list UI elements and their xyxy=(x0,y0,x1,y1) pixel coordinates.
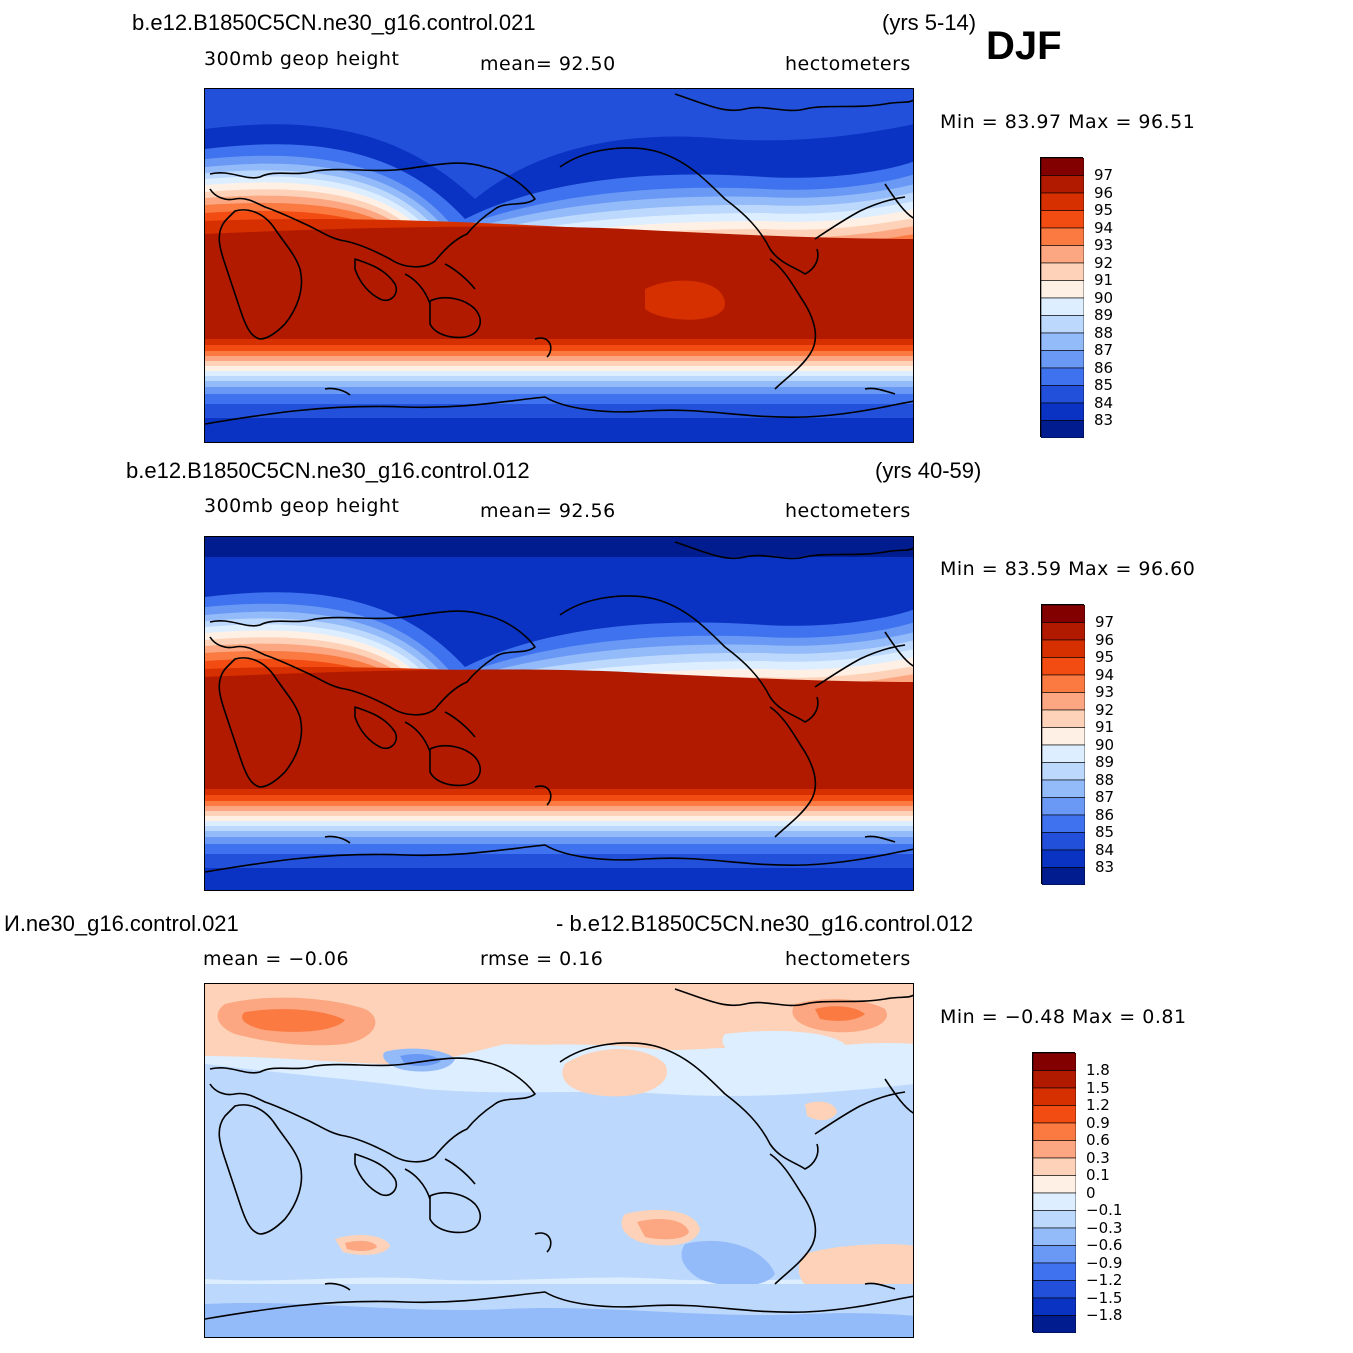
panel2-colorbar-label: 94 xyxy=(1095,665,1115,684)
panel3-colorbar-label: −1.2 xyxy=(1086,1271,1123,1289)
panel3-colorbar-label: 0.9 xyxy=(1086,1113,1110,1132)
panel2-case-name: b.e12.B1850C5CN.ne30_g16.control.012 xyxy=(126,458,530,483)
panel2-colorbar-label: 96 xyxy=(1095,630,1115,649)
panel2-mean: mean= 92.56 xyxy=(480,500,616,522)
panel2-map xyxy=(204,536,914,891)
panel2-colorbar-label: 86 xyxy=(1095,805,1115,824)
panel3-colorbar xyxy=(1032,1052,1076,1333)
panel3-colorbar-swatches xyxy=(1033,1053,1076,1333)
panel2-colorbar-label: 88 xyxy=(1095,770,1115,789)
panel2-colorbar-label: 91 xyxy=(1095,718,1115,736)
panel1-colorbar-label: 85 xyxy=(1094,376,1114,394)
panel1-units: hectometers xyxy=(785,53,911,75)
panel1-colorbar-label: 89 xyxy=(1094,306,1114,324)
panel1-colorbar-label: 87 xyxy=(1094,341,1114,359)
panel3-colorbar-label: 0.3 xyxy=(1086,1148,1110,1167)
panel1-colorbar-label: 90 xyxy=(1094,288,1114,307)
panel3-colorbar-label: −0.3 xyxy=(1086,1218,1123,1237)
panel2-units: hectometers xyxy=(785,500,911,522)
panel3-units: hectometers xyxy=(785,948,911,970)
panel2-colorbar-label: 90 xyxy=(1095,735,1115,754)
panel2-minmax: Min = 83.59 Max = 96.60 xyxy=(940,558,1196,580)
panel2-years: (yrs 40-59) xyxy=(875,458,982,483)
panel2-colorbar-swatches xyxy=(1042,605,1085,885)
panel3-colorbar-label: 1.8 xyxy=(1086,1061,1110,1079)
panel3-colorbar-label: −0.6 xyxy=(1086,1236,1123,1254)
panel1-mean: mean= 92.50 xyxy=(480,53,616,75)
panel2-colorbar-label: 93 xyxy=(1095,683,1115,701)
panel3-case-left: И.ne30_g16.control.021 xyxy=(4,911,239,936)
panel3-colorbar-label: 0.1 xyxy=(1086,1166,1110,1184)
panel1-colorbar-label: 96 xyxy=(1094,183,1114,202)
panel2-colorbar-label: 83 xyxy=(1095,858,1115,876)
panel3-colorbar-label: 1.5 xyxy=(1086,1078,1110,1097)
panel3-map xyxy=(204,983,914,1338)
panel1-colorbar-label: 92 xyxy=(1094,253,1114,272)
panel2-colorbar-label: 87 xyxy=(1095,788,1115,806)
panel1-minmax: Min = 83.97 Max = 96.51 xyxy=(940,111,1196,133)
panel3-colorbar-label: −1.8 xyxy=(1086,1306,1123,1324)
panel1-colorbar-label: 86 xyxy=(1094,358,1114,377)
panel2-colorbar-label: 89 xyxy=(1095,753,1115,771)
panel1-colorbar-swatches xyxy=(1041,158,1084,438)
panel1-colorbar-label: 95 xyxy=(1094,201,1114,219)
panel1-colorbar-label: 93 xyxy=(1094,236,1114,254)
panel1-colorbar xyxy=(1040,157,1084,438)
panel2-colorbar xyxy=(1041,604,1085,885)
panel1-colorbar-label: 88 xyxy=(1094,323,1114,342)
panel1-colorbar-label: 83 xyxy=(1094,411,1114,429)
season-title: DJF xyxy=(986,24,1062,68)
panel3-colorbar-label: −0.1 xyxy=(1086,1201,1123,1219)
panel3-colorbar-label: −1.5 xyxy=(1086,1288,1123,1307)
panel2-variable: 300mb geop height xyxy=(204,495,400,517)
panel2-colorbar-label: 95 xyxy=(1095,648,1115,666)
panel3-colorbar-label: 1.2 xyxy=(1086,1096,1110,1114)
panel2-colorbar-label: 92 xyxy=(1095,700,1115,719)
panel3-colorbar-label: 0 xyxy=(1086,1183,1096,1202)
panel3-rmse: rmse = 0.16 xyxy=(480,948,604,970)
panel3-minmax: Min = −0.48 Max = 0.81 xyxy=(940,1006,1187,1028)
panel2-colorbar-label: 85 xyxy=(1095,823,1115,841)
panel1-case-name: b.e12.B1850C5CN.ne30_g16.control.021 xyxy=(132,10,536,35)
panel3-case-right: - b.e12.B1850C5CN.ne30_g16.control.012 xyxy=(556,911,974,936)
panel1-colorbar-label: 91 xyxy=(1094,271,1114,289)
panel1-map xyxy=(204,88,914,443)
panel1-colorbar-label: 84 xyxy=(1094,393,1114,412)
panel2-colorbar-label: 84 xyxy=(1095,840,1115,859)
panel1-colorbar-label: 94 xyxy=(1094,218,1114,237)
panel3-colorbar-label: 0.6 xyxy=(1086,1131,1110,1149)
panel3-colorbar-label: −0.9 xyxy=(1086,1253,1123,1272)
panel1-years: (yrs 5-14) xyxy=(882,10,977,35)
panel2-colorbar-label: 97 xyxy=(1095,613,1115,631)
panel3-mean: mean = −0.06 xyxy=(203,948,350,970)
panel1-colorbar-label: 97 xyxy=(1094,166,1114,184)
panel1-variable: 300mb geop height xyxy=(204,48,400,70)
